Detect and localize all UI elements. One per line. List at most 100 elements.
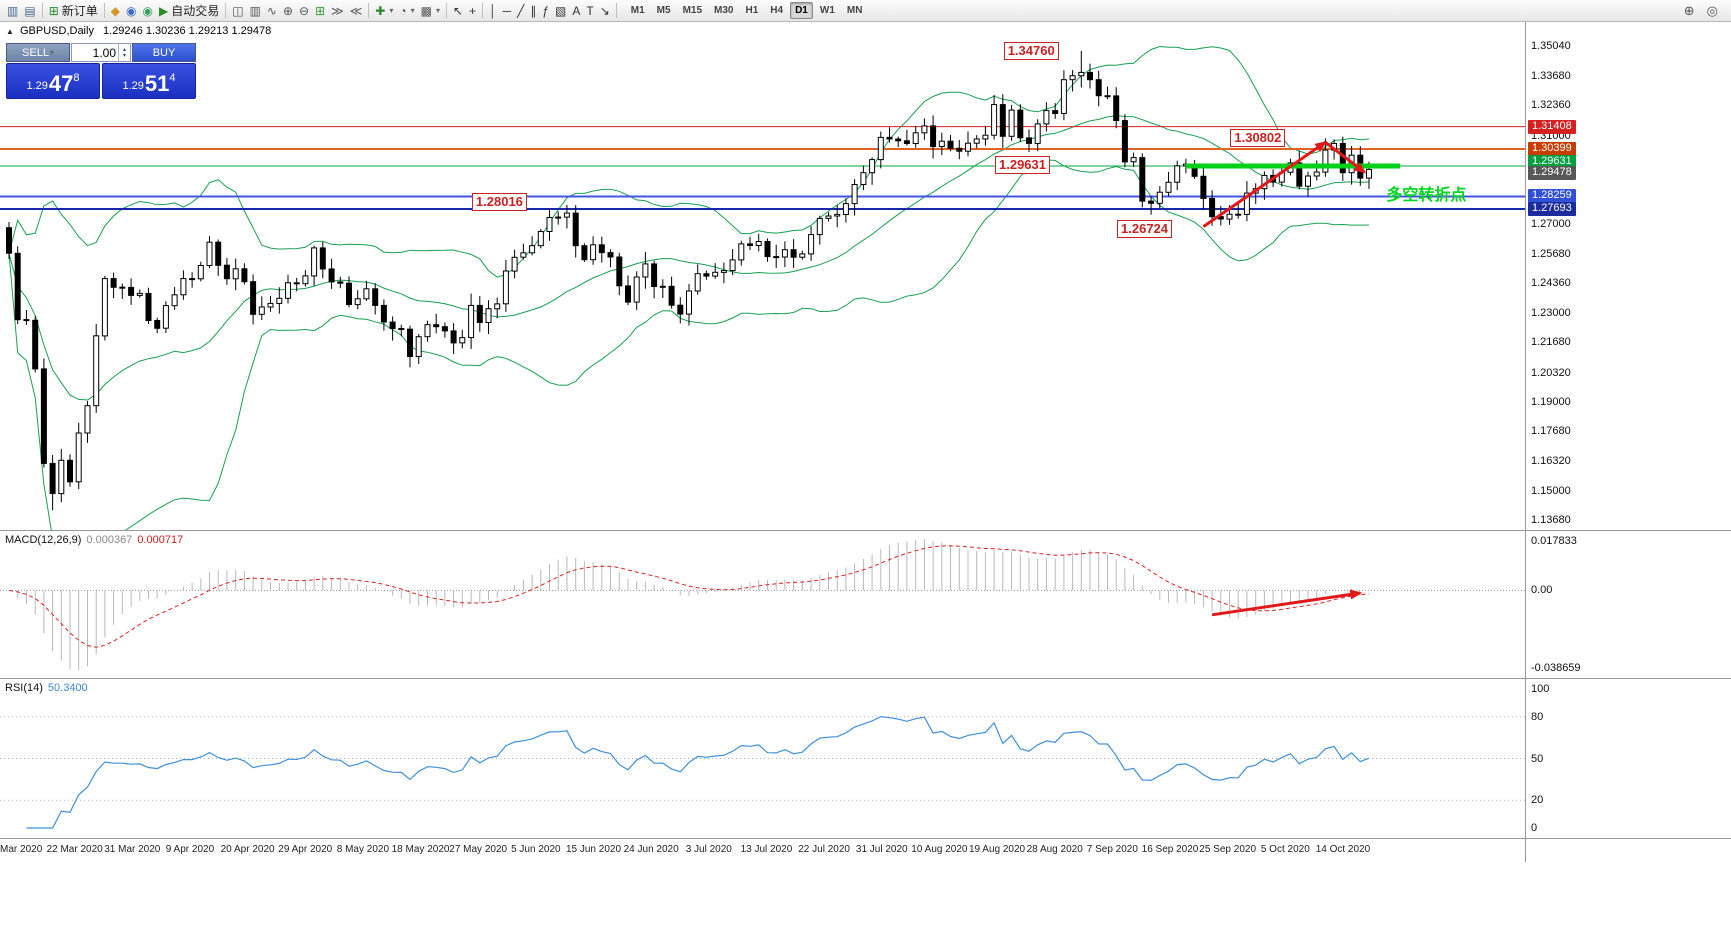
new-chart-icon: ▥ <box>7 3 19 18</box>
zoom-out-button[interactable]: ⊖ <box>296 1 312 21</box>
toolbar-right: ⊕ ◎ <box>1681 1 1727 21</box>
date-label: 3 Jul 2020 <box>685 844 732 855</box>
volume-spin[interactable]: ▴ ▾ <box>118 44 130 61</box>
trendline-icon: ╱ <box>517 3 525 18</box>
one-click-trading-widget: SELL ▾ 1.00 ▴ ▾ BUY 1.29 47 8 <box>6 43 196 99</box>
candlestick-chart-button[interactable]: ▥ <box>247 1 264 21</box>
shapes-icon: ▧ <box>555 3 567 18</box>
indicators-button[interactable]: ✚ ▾ <box>372 1 396 21</box>
profiles-button[interactable]: ▤ <box>21 1 38 21</box>
timeframe-m5[interactable]: M5 <box>656 5 671 16</box>
horizontal-line-button[interactable]: ─ <box>500 1 515 21</box>
market-button[interactable]: ◆ <box>108 1 123 21</box>
magnifier-icon[interactable]: ◎ <box>1706 2 1718 18</box>
toolbar-separator <box>615 3 617 18</box>
fibonacci-button[interactable]: ƒ <box>539 1 552 21</box>
equidistant-channel-button[interactable]: ∥ <box>527 1 539 21</box>
rsi-axis-tick: 50 <box>1531 752 1544 765</box>
price-tick: 1.32360 <box>1531 99 1571 112</box>
price-axis[interactable]: 1.350401.336801.323601.310001.296401.283… <box>1525 22 1731 530</box>
date-label: 9 Apr 2020 <box>165 844 215 855</box>
tile-windows-button[interactable]: ⊞ <box>312 1 328 21</box>
vps-icon: ◉ <box>142 3 153 18</box>
timeframe-group: M1 M5 M15 M30 H1 H4 D1 W1 MN <box>625 2 869 19</box>
price-callout-label: 1.29631 <box>995 156 1050 175</box>
crosshair-button[interactable]: + <box>466 1 479 21</box>
text-button[interactable]: A <box>569 1 583 21</box>
signals-icon: ◉ <box>126 3 137 18</box>
toolbar-separator <box>103 3 105 18</box>
price-tick: 1.20320 <box>1531 366 1571 379</box>
price-level-badge: 1.30399 <box>1528 141 1576 156</box>
macd-panel: MACD(12,26,9) 0.000367 0.000717 <box>0 530 1525 678</box>
volume-value: 1.00 <box>92 46 116 60</box>
new-chart-button[interactable]: ▥ <box>4 1 21 21</box>
zoom-in-button[interactable]: ⊕ <box>280 1 296 21</box>
timeframe-mn[interactable]: MN <box>846 5 863 16</box>
chart-area: ▲ GBPUSD,Daily 1.29246 1.30236 1.29213 1… <box>0 22 1731 945</box>
spin-up-icon[interactable]: ▴ <box>122 46 126 53</box>
cursor-button[interactable]: ↖ <box>450 1 466 21</box>
price-tick: 1.25680 <box>1531 247 1571 260</box>
timeframe-h1[interactable]: H1 <box>745 5 759 16</box>
price-tick: 1.24360 <box>1531 277 1571 289</box>
price-tick: 1.19000 <box>1531 395 1571 408</box>
timeframe-m30[interactable]: M30 <box>714 5 734 16</box>
cursor-icon: ↖ <box>452 3 464 18</box>
timeframe-m15[interactable]: M15 <box>682 5 703 16</box>
volume-stepper[interactable]: 1.00 ▴ ▾ <box>71 43 131 62</box>
rsi-axis-tick: 20 <box>1531 794 1544 807</box>
price-chart[interactable] <box>0 22 1525 530</box>
buy-price-button[interactable]: 1.29 51 4 <box>102 63 196 99</box>
text-label-icon: T <box>586 3 594 18</box>
date-label: 14 Oct 2020 <box>1315 844 1371 855</box>
templates-button[interactable]: ▩ ▾ <box>418 1 443 21</box>
line-chart-button[interactable]: ∿ <box>264 1 280 21</box>
line-chart-icon: ∿ <box>266 3 277 18</box>
sell-price-button[interactable]: 1.29 47 8 <box>6 63 100 99</box>
autotrading-button[interactable]: ▶ 自动交易 <box>156 1 222 21</box>
timeframe-w1[interactable]: W1 <box>819 5 835 16</box>
arrows-button[interactable]: ↘ <box>597 1 613 21</box>
toolbar-separator <box>41 3 43 18</box>
auto-scroll-button[interactable]: ≫ <box>328 1 347 21</box>
macd-chart[interactable] <box>0 531 1525 678</box>
date-label: 15 Jun 2020 <box>565 844 622 855</box>
macd-axis[interactable]: 0.017833 0.00 -0.038659 <box>1525 530 1731 678</box>
shapes-button[interactable]: ▧ <box>552 1 569 21</box>
chevron-down-icon: ▾ <box>389 6 394 15</box>
toolbar-separator <box>482 3 484 18</box>
sell-price-sup: 8 <box>73 72 80 84</box>
rsi-axis[interactable]: 100 80 50 20 0 <box>1525 678 1731 838</box>
rsi-chart[interactable] <box>0 679 1525 838</box>
timeframe-h4[interactable]: H4 <box>770 5 784 16</box>
price-panel: ▲ GBPUSD,Daily 1.29246 1.30236 1.29213 1… <box>0 22 1525 530</box>
buy-button[interactable]: BUY <box>132 43 196 62</box>
trendline-button[interactable]: ╱ <box>514 1 527 21</box>
macd-main-value: 0.000367 <box>86 534 133 546</box>
crosshair-icon: + <box>469 3 477 18</box>
timeframe-m1[interactable]: M1 <box>630 5 645 16</box>
spin-down-icon[interactable]: ▾ <box>122 52 126 59</box>
price-callout-label: 1.28016 <box>471 192 527 211</box>
timeframe-d1[interactable]: D1 <box>790 2 813 19</box>
sell-button[interactable]: SELL ▾ <box>6 43 70 62</box>
chart-shift-button[interactable]: ≪ <box>347 1 366 21</box>
price-level-badge: 1.31408 <box>1528 119 1576 134</box>
date-label: 28 Aug 2020 <box>1026 844 1083 855</box>
bar-chart-icon: ◫ <box>232 3 244 18</box>
magnifier-plus-icon[interactable]: ⊕ <box>1683 2 1695 18</box>
chart-shift-icon: ≪ <box>349 3 363 18</box>
text-label-button[interactable]: T <box>583 1 596 21</box>
symbol-marker-icon: ▲ <box>6 27 14 36</box>
periods-button[interactable]: ◔ ▾ <box>396 1 417 21</box>
new-order-button[interactable]: ⊞ 新订单 <box>46 1 101 21</box>
signals-button[interactable]: ◉ <box>123 1 139 21</box>
date-label: 22 Mar 2020 <box>46 844 103 855</box>
vertical-line-button[interactable]: │ <box>486 1 500 21</box>
vps-button[interactable]: ◉ <box>139 1 155 21</box>
price-tick: 1.17680 <box>1531 425 1571 438</box>
periods-icon: ◔ <box>399 3 407 18</box>
bar-chart-button[interactable]: ◫ <box>229 1 246 21</box>
